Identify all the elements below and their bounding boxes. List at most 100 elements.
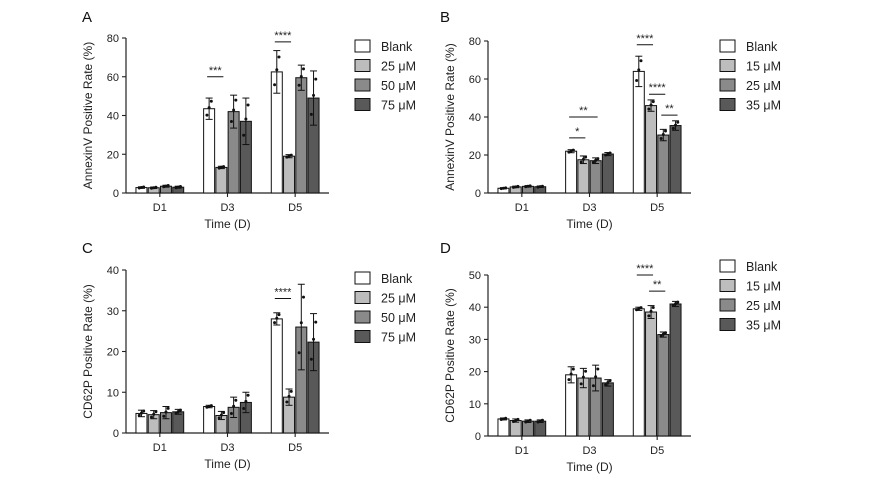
- data-point: [608, 151, 612, 155]
- data-point: [142, 409, 146, 413]
- data-point: [584, 155, 588, 159]
- panel-b: B 0 20 40 60 80 D1 D3 D5 Time (D) AnnexinV Positiv…: [440, 9, 781, 231]
- legend-swatch: [719, 298, 736, 312]
- significance-label: ****: [274, 30, 292, 42]
- x-tick-label: D3: [220, 442, 234, 454]
- data-point: [176, 410, 180, 414]
- legend-label: 35 μM: [746, 99, 781, 113]
- legend-label: Blank: [381, 40, 413, 54]
- y-tick-label: 40: [469, 112, 481, 124]
- legend-swatch: [354, 39, 371, 53]
- data-point: [663, 331, 667, 335]
- data-point: [301, 295, 305, 299]
- bar: [601, 153, 614, 194]
- data-point: [591, 160, 595, 164]
- legend-label: 50 μM: [381, 79, 416, 93]
- bar: [645, 311, 658, 437]
- significance-label: ****: [274, 287, 292, 299]
- data-point: [604, 383, 608, 387]
- data-point: [674, 123, 678, 127]
- data-point: [649, 309, 653, 313]
- legend-label: 75 μM: [381, 331, 416, 345]
- legend-swatch: [719, 59, 736, 72]
- data-point: [154, 185, 158, 189]
- bar: [534, 420, 547, 437]
- data-point: [676, 300, 680, 304]
- significance-label: **: [665, 103, 674, 115]
- significance-label: **: [579, 105, 588, 117]
- bar: [565, 374, 578, 437]
- data-point: [312, 93, 316, 97]
- data-point: [661, 132, 665, 136]
- data-point: [659, 334, 663, 338]
- x-tick-label: D1: [515, 445, 529, 457]
- legend-label: 25 μM: [381, 292, 416, 306]
- data-point: [207, 106, 211, 110]
- significance-label: ***: [209, 65, 223, 77]
- data-point: [649, 103, 653, 107]
- data-point: [579, 382, 583, 386]
- legend-label: 25 μM: [381, 60, 416, 74]
- bar: [521, 420, 534, 437]
- significance-label: ****: [636, 33, 654, 45]
- data-point: [142, 185, 146, 189]
- data-point: [299, 74, 303, 78]
- legend-swatch: [354, 59, 371, 72]
- bar: [669, 125, 682, 194]
- x-tick-label: D5: [650, 202, 664, 214]
- data-point: [540, 418, 544, 422]
- x-tick-label: D1: [153, 202, 167, 214]
- legend-label: Blank: [381, 272, 413, 286]
- data-point: [285, 400, 289, 404]
- bar: [657, 334, 670, 437]
- y-tick-label: 0: [113, 188, 119, 200]
- y-tick-label: 20: [107, 347, 119, 359]
- data-point: [591, 384, 595, 388]
- data-point: [234, 98, 238, 102]
- x-axis-title: Time (D): [204, 457, 250, 471]
- data-point: [297, 351, 301, 355]
- data-point: [608, 379, 612, 383]
- data-point: [504, 186, 508, 190]
- data-point: [651, 306, 655, 310]
- bar: [295, 77, 308, 194]
- significance-label: **: [653, 279, 662, 291]
- y-tick-label: 40: [469, 302, 481, 314]
- data-point: [663, 129, 667, 133]
- data-point: [501, 186, 505, 190]
- legend-swatch: [719, 78, 736, 92]
- legend-swatch: [354, 310, 371, 324]
- x-tick-label: D1: [153, 442, 167, 454]
- data-point: [299, 321, 303, 325]
- x-tick-label: D1: [515, 202, 529, 214]
- data-point: [154, 410, 158, 414]
- x-tick-label: D5: [650, 445, 664, 457]
- data-point: [301, 67, 305, 71]
- data-point: [273, 83, 277, 87]
- y-tick-label: 10: [107, 387, 119, 399]
- data-point: [571, 367, 575, 371]
- data-point: [528, 418, 532, 422]
- data-point: [242, 407, 246, 411]
- data-point: [504, 416, 508, 420]
- bar: [669, 303, 682, 437]
- data-point: [528, 184, 532, 188]
- data-point: [232, 404, 236, 408]
- data-point: [222, 411, 226, 415]
- legend-swatch: [354, 98, 371, 111]
- data-point: [289, 153, 293, 157]
- data-point: [289, 389, 293, 393]
- panel-a: A 0 20 40 60 80 D1 D3 D5 Time (D) AnnexinV Positiv…: [81, 9, 416, 231]
- data-point: [579, 160, 583, 164]
- data-point: [232, 108, 236, 112]
- panel-label: D: [440, 240, 451, 257]
- data-point: [661, 332, 665, 336]
- data-point: [596, 367, 600, 371]
- legend-swatch: [719, 279, 736, 292]
- data-point: [219, 413, 223, 417]
- data-point: [596, 157, 600, 161]
- data-point: [277, 55, 281, 59]
- data-point: [139, 411, 143, 415]
- x-tick-label: D3: [582, 445, 596, 457]
